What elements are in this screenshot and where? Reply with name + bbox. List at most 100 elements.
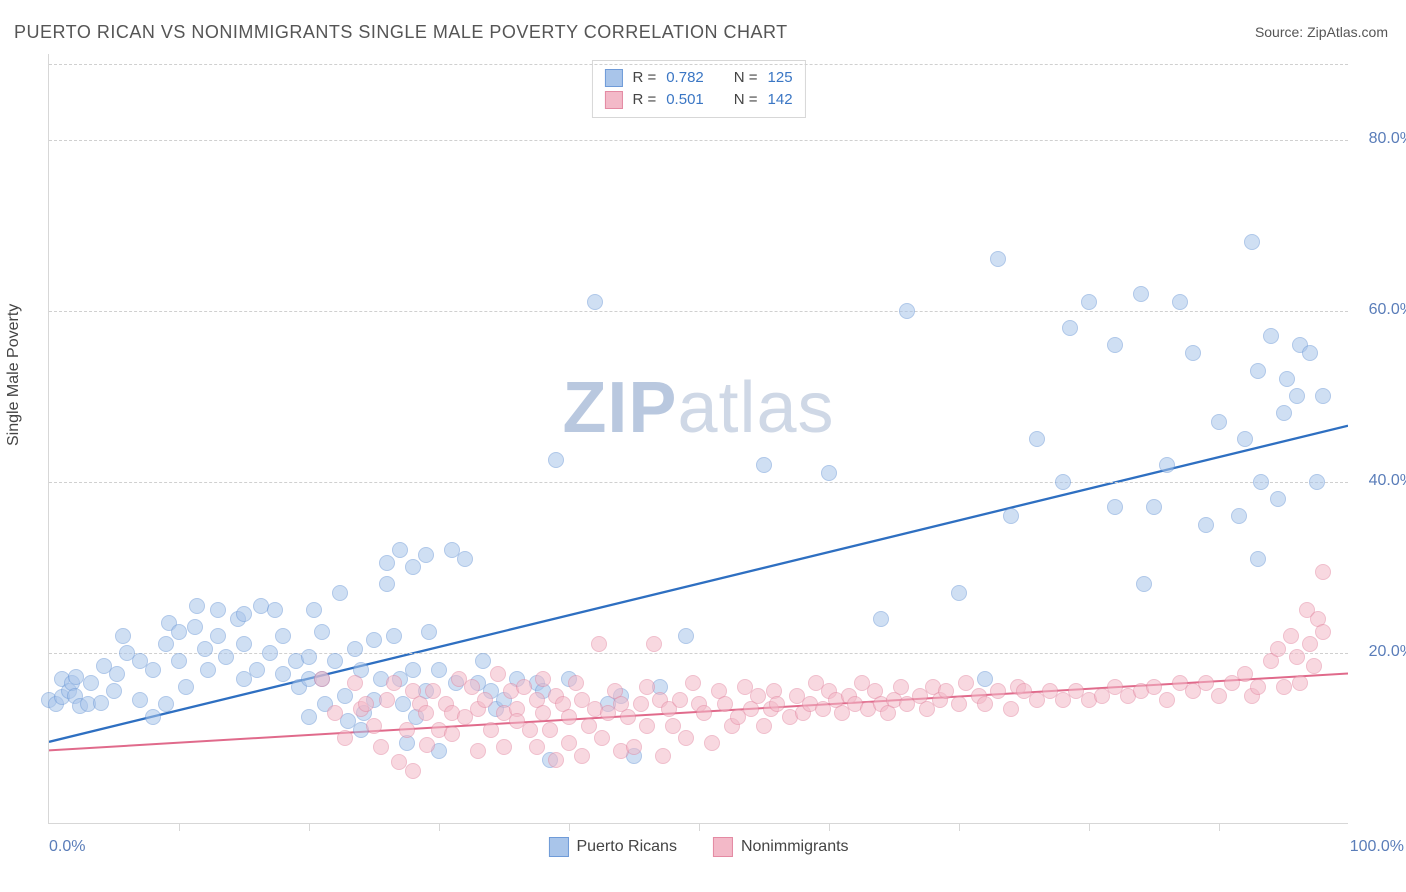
- data-point: [158, 696, 174, 712]
- data-point: [1315, 388, 1331, 404]
- data-point: [626, 739, 642, 755]
- gridline: [49, 311, 1348, 312]
- data-point: [109, 666, 125, 682]
- data-point: [1107, 337, 1123, 353]
- legend-n-label: N =: [734, 89, 758, 111]
- data-point: [561, 709, 577, 725]
- data-point: [1302, 636, 1318, 652]
- source-label: Source: ZipAtlas.com: [1255, 24, 1388, 40]
- data-point: [1159, 692, 1175, 708]
- data-point: [115, 628, 131, 644]
- data-point: [1263, 328, 1279, 344]
- data-point: [1276, 405, 1292, 421]
- data-point: [358, 696, 374, 712]
- data-point: [633, 696, 649, 712]
- data-point: [210, 628, 226, 644]
- x-tick: [309, 823, 310, 831]
- data-point: [542, 722, 558, 738]
- legend-row: R =0.782N =125: [604, 67, 792, 89]
- data-point: [535, 705, 551, 721]
- data-point: [893, 679, 909, 695]
- data-point: [106, 683, 122, 699]
- data-point: [1306, 658, 1322, 674]
- data-point: [1136, 576, 1152, 592]
- data-point: [444, 726, 460, 742]
- data-point: [516, 679, 532, 695]
- data-point: [1315, 564, 1331, 580]
- data-point: [568, 675, 584, 691]
- x-tick: [959, 823, 960, 831]
- data-point: [594, 730, 610, 746]
- data-point: [327, 653, 343, 669]
- data-point: [267, 602, 283, 618]
- data-point: [327, 705, 343, 721]
- data-point: [386, 628, 402, 644]
- data-point: [158, 636, 174, 652]
- data-point: [990, 251, 1006, 267]
- data-point: [457, 551, 473, 567]
- data-point: [938, 683, 954, 699]
- data-point: [574, 748, 590, 764]
- data-point: [958, 675, 974, 691]
- data-point: [561, 735, 577, 751]
- data-point: [347, 675, 363, 691]
- data-point: [373, 739, 389, 755]
- data-point: [332, 585, 348, 601]
- x-tick: [439, 823, 440, 831]
- data-point: [405, 559, 421, 575]
- legend-series: Puerto RicansNonimmigrants: [548, 837, 848, 857]
- data-point: [178, 679, 194, 695]
- legend-swatch: [548, 837, 568, 857]
- y-tick-label: 80.0%: [1369, 130, 1406, 148]
- data-point: [1276, 679, 1292, 695]
- data-point: [314, 624, 330, 640]
- data-point: [93, 695, 109, 711]
- data-point: [171, 653, 187, 669]
- data-point: [187, 619, 203, 635]
- data-point: [1159, 457, 1175, 473]
- data-point: [431, 662, 447, 678]
- data-point: [581, 718, 597, 734]
- x-tick: [179, 823, 180, 831]
- data-point: [145, 709, 161, 725]
- x-tick: [829, 823, 830, 831]
- data-point: [685, 675, 701, 691]
- data-point: [977, 671, 993, 687]
- data-point: [1292, 675, 1308, 691]
- data-point: [210, 602, 226, 618]
- data-point: [1289, 649, 1305, 665]
- data-point: [419, 737, 435, 753]
- data-point: [405, 662, 421, 678]
- data-point: [249, 662, 265, 678]
- data-point: [678, 628, 694, 644]
- data-point: [717, 696, 733, 712]
- data-point: [591, 636, 607, 652]
- data-point: [1270, 641, 1286, 657]
- data-point: [1172, 294, 1188, 310]
- data-point: [951, 696, 967, 712]
- data-point: [1250, 363, 1266, 379]
- data-point: [587, 294, 603, 310]
- data-point: [200, 662, 216, 678]
- data-point: [483, 722, 499, 738]
- data-point: [704, 735, 720, 751]
- data-point: [337, 730, 353, 746]
- data-point: [379, 576, 395, 592]
- data-point: [1062, 320, 1078, 336]
- plot-area: ZIPatlas R =0.782N =125R =0.501N =142 Pu…: [48, 54, 1348, 824]
- data-point: [366, 718, 382, 734]
- data-point: [756, 457, 772, 473]
- data-point: [236, 636, 252, 652]
- legend-r-value: 0.501: [666, 89, 704, 111]
- data-point: [366, 632, 382, 648]
- data-point: [620, 709, 636, 725]
- x-tick: [1219, 823, 1220, 831]
- legend-correlation: R =0.782N =125R =0.501N =142: [591, 60, 805, 118]
- data-point: [425, 683, 441, 699]
- data-point: [1289, 388, 1305, 404]
- legend-r-label: R =: [632, 89, 656, 111]
- data-point: [218, 649, 234, 665]
- data-point: [470, 743, 486, 759]
- data-point: [1211, 688, 1227, 704]
- data-point: [1198, 517, 1214, 533]
